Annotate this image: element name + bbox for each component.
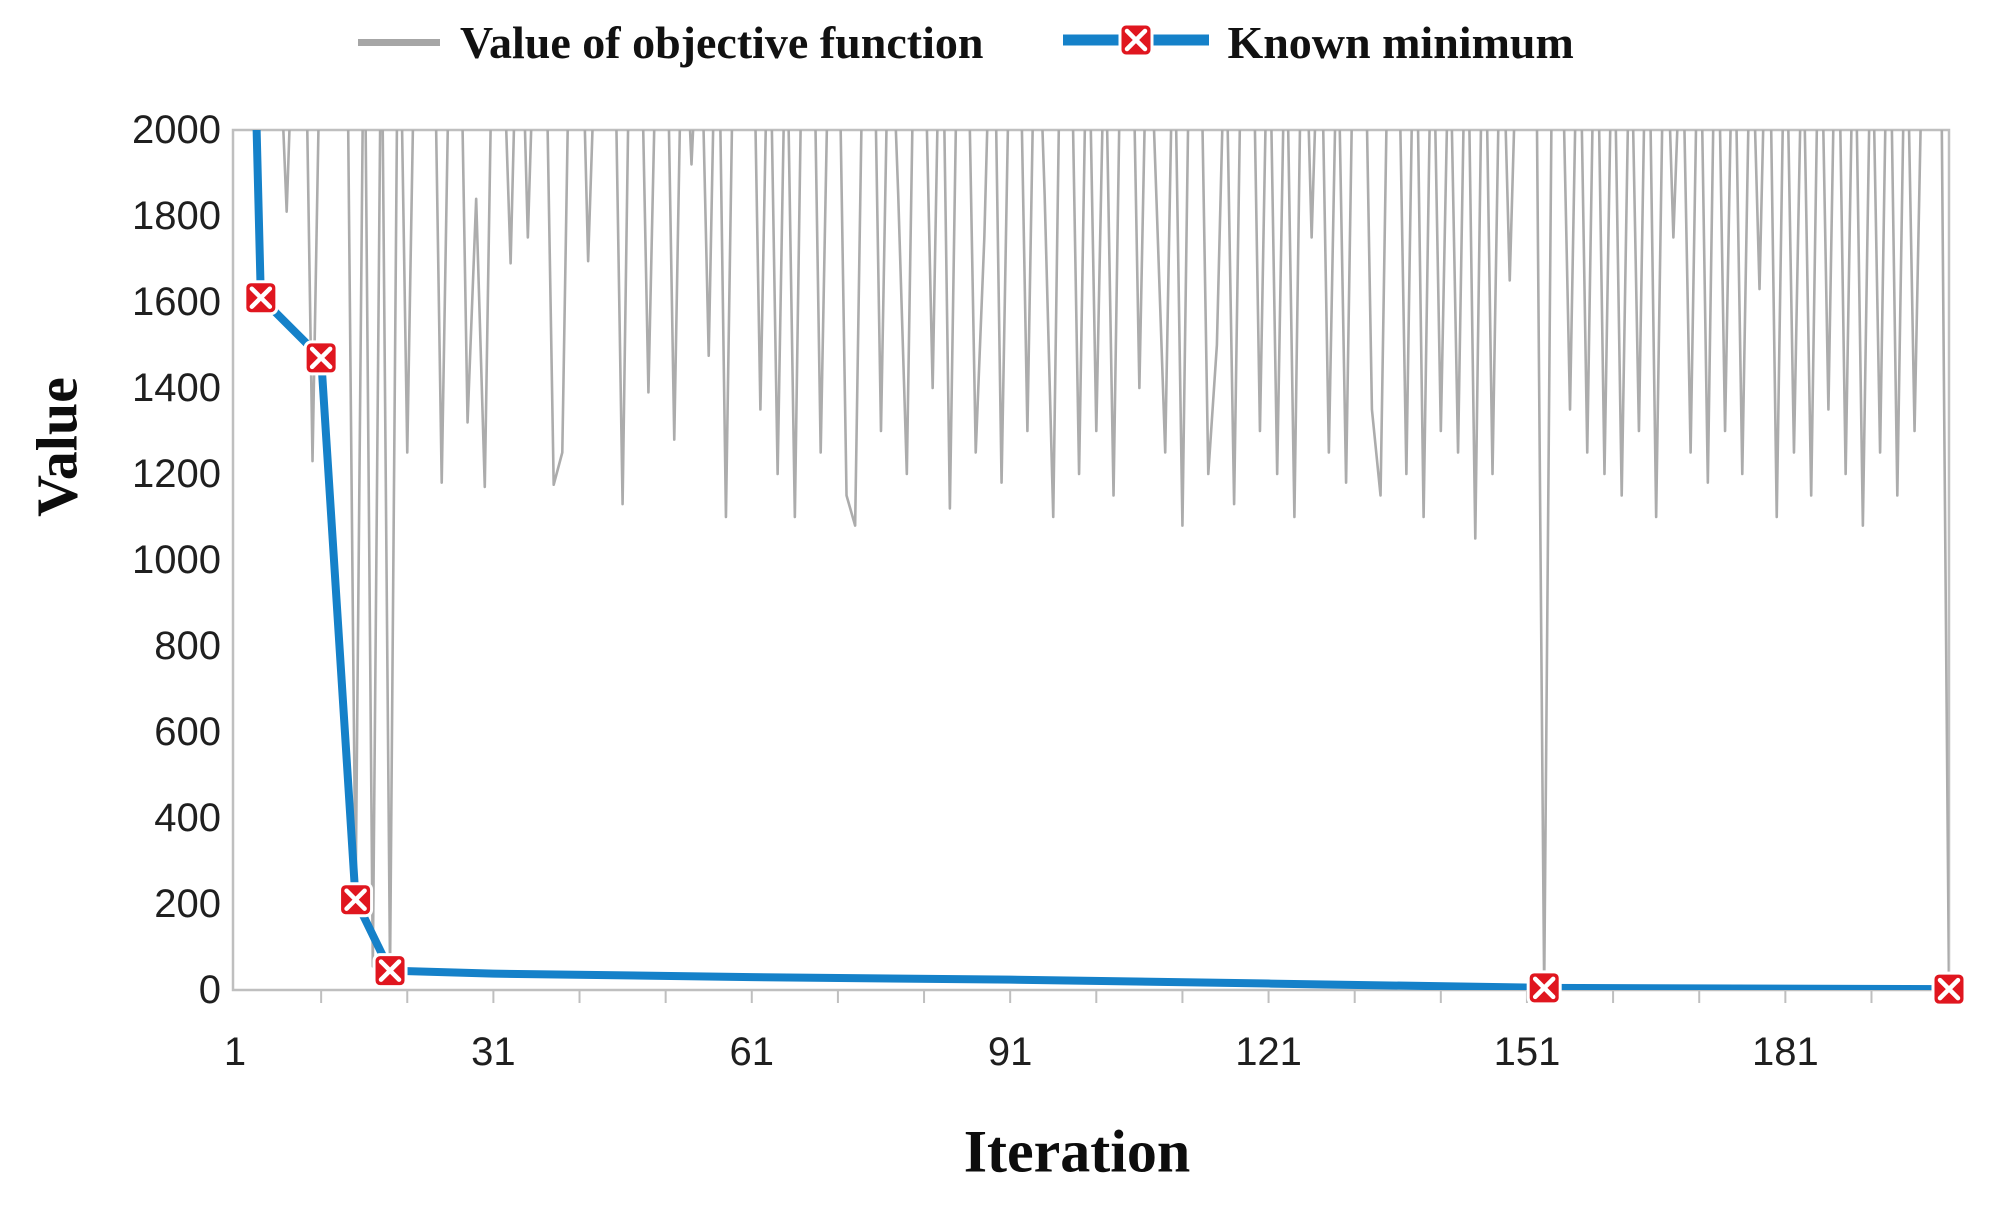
known-minimum-marker-icon xyxy=(243,280,279,316)
blue-line-x-marker-swatch-icon xyxy=(1061,17,1211,68)
gray-line-swatch-icon xyxy=(358,39,440,46)
plot-border xyxy=(231,128,1951,992)
known-minimum-line xyxy=(252,130,1949,990)
y-tick-label: 400 xyxy=(154,796,221,840)
y-tick-label: 200 xyxy=(154,882,221,926)
legend-item-known-minimum: Known minimum xyxy=(1061,16,1574,69)
x-tick-label: 1 xyxy=(223,1030,247,1074)
y-tick-label: 600 xyxy=(154,710,221,754)
y-tick-label: 2000 xyxy=(132,108,221,152)
x-tick-label: 91 xyxy=(987,1030,1033,1074)
known-minimum-marker-icon xyxy=(1526,970,1562,1006)
y-tick-label: 1800 xyxy=(132,194,221,238)
x-tick-label: 181 xyxy=(1751,1030,1819,1074)
x-tick-label: 61 xyxy=(729,1030,775,1074)
known-minimum-marker-icon xyxy=(1931,971,1967,1007)
legend-item-objective-function: Value of objective function xyxy=(358,16,983,69)
known-minimum-marker-icon xyxy=(372,953,408,989)
y-tick-label: 800 xyxy=(154,624,221,668)
x-axis-title: Iteration xyxy=(963,1118,1191,1185)
y-tick-label: 1600 xyxy=(132,280,221,324)
x-tick-label: 31 xyxy=(471,1030,516,1074)
objective-function-line xyxy=(282,130,1949,990)
legend: Value of objective function Known minimu… xyxy=(358,16,1574,69)
known-minimum-marker-icon xyxy=(338,882,374,918)
x-tick-label: 121 xyxy=(1235,1030,1302,1074)
y-tick-label: 1200 xyxy=(132,452,221,496)
y-tick-label: 1000 xyxy=(132,538,221,582)
legend-label-objective-function: Value of objective function xyxy=(460,17,984,68)
y-tick-label: 0 xyxy=(198,968,221,1012)
legend-label-known-minimum: Known minimum xyxy=(1227,17,1574,68)
y-tick-label: 1400 xyxy=(132,366,221,410)
known-minimum-marker-icon xyxy=(303,340,339,376)
x-tick-label: 151 xyxy=(1493,1030,1561,1074)
